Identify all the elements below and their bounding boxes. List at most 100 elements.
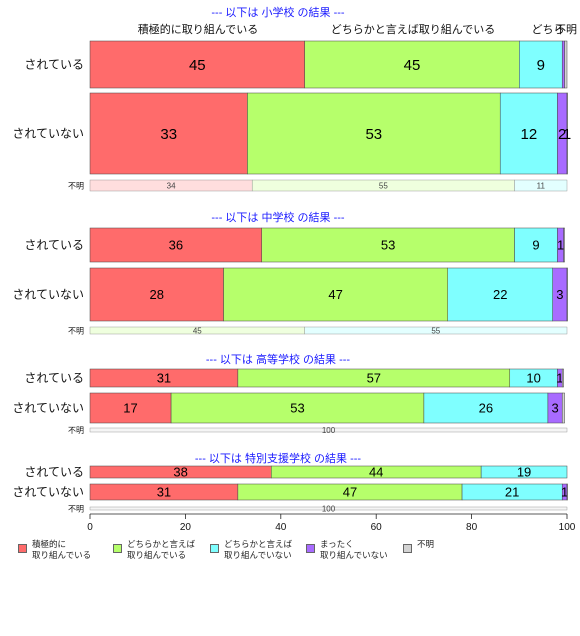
data-label: 47 [343, 485, 357, 500]
row-label: 不明 [68, 426, 84, 435]
bar-segment [89, 227, 262, 263]
data-label: 31 [157, 485, 171, 500]
data-label: 100 [322, 426, 336, 435]
legend-label: 不明 [417, 540, 435, 550]
data-label: 26 [479, 401, 493, 416]
bar-segment [89, 427, 568, 433]
data-label: 1 [557, 238, 564, 253]
bar-segment [304, 40, 520, 89]
panel-title: --- 以下は 中学校 の結果 --- [211, 210, 345, 224]
data-label: 45 [189, 57, 206, 74]
legend-item: 不明 [403, 540, 434, 553]
data-label: 47 [328, 287, 342, 302]
bar-segment [304, 326, 568, 335]
bar-segment [247, 92, 501, 175]
bar-segment [566, 92, 568, 175]
data-label: 36 [169, 238, 183, 253]
data-label: 33 [160, 126, 177, 143]
data-label: 44 [369, 465, 383, 480]
bar-segment [89, 267, 224, 322]
data-label: 12 [520, 126, 537, 143]
bar-segment [89, 392, 172, 424]
bar-segment [561, 40, 565, 89]
bar-segment [563, 227, 565, 263]
legend-item: どちらかと言えば 取り組んでいる [113, 540, 195, 562]
bar-segment [566, 267, 568, 322]
panel-title: --- 以下は 高等学校 の結果 --- [206, 352, 351, 366]
bar-segment [566, 483, 568, 501]
x-tick-label: 0 [87, 522, 93, 533]
bar-segment [561, 392, 565, 424]
bar-segment [89, 40, 305, 89]
bar-segment [514, 227, 558, 263]
data-label: 100 [322, 504, 336, 513]
data-label: 55 [379, 181, 388, 190]
legend-item: どちらかと言えば 取り組んでいない [210, 540, 292, 562]
header-label-1: どちらかと言えば取り組んでいる [331, 23, 495, 36]
bar-segment [499, 92, 558, 175]
x-tick-label: 60 [371, 522, 383, 533]
x-tick-label: 20 [180, 522, 192, 533]
data-label: 34 [167, 181, 176, 190]
data-label: 9 [537, 57, 545, 74]
row-label: されていない [12, 288, 84, 302]
data-label: 28 [150, 287, 164, 302]
bar-segment [89, 92, 248, 175]
row-label: されている [24, 238, 84, 252]
data-label: 9 [532, 238, 539, 253]
x-tick-label: 100 [559, 522, 576, 533]
data-label: 22 [493, 287, 507, 302]
data-label: 53 [365, 126, 382, 143]
row-label: 不明 [68, 327, 84, 336]
legend-label: どちらかと言えば 取り組んでいる [127, 540, 196, 561]
legend: 積極的に 取り組んでいる どちらかと言えば 取り組んでいる どちらかと言えば 取り組… [18, 540, 578, 576]
legend-swatch [18, 544, 27, 553]
data-label: 1 [561, 485, 568, 500]
data-label: 17 [123, 401, 137, 416]
data-label: 1 [556, 371, 563, 386]
row-label: 不明 [68, 182, 84, 191]
legend-swatch [210, 544, 219, 553]
bar-segment [561, 368, 564, 388]
legend-swatch [306, 544, 315, 553]
bar-segment [480, 465, 568, 479]
bar-segment [564, 40, 568, 89]
legend-label: 積極的に 取り組んでいる [32, 540, 92, 561]
data-label: 45 [404, 57, 421, 74]
legend-swatch [113, 544, 122, 553]
bar-segment [514, 179, 568, 192]
header-label-0: 積極的に取り組んでいる [138, 22, 258, 36]
legend-label: どちらかと言えば 取り組んでいない [224, 540, 293, 561]
bar-segment [89, 506, 568, 511]
bar-segment [170, 392, 425, 424]
bar-segment [519, 40, 563, 89]
data-label: 53 [290, 401, 304, 416]
x-tick-label: 80 [466, 522, 478, 533]
x-tick-label: 40 [275, 522, 287, 533]
legend-swatch [403, 544, 412, 553]
data-label: 21 [505, 485, 519, 500]
data-label: 53 [381, 238, 395, 253]
bar-segment [261, 227, 515, 263]
bar-segment [423, 392, 549, 424]
header-label-2: どちら [532, 23, 565, 36]
row-label: されている [24, 465, 84, 479]
data-label: 3 [556, 287, 563, 302]
header-label-3: 不明 [555, 23, 577, 36]
bar-segment [447, 267, 553, 322]
data-label: 11 [537, 181, 546, 190]
data-label: 3 [551, 401, 558, 416]
data-label: 2 [558, 126, 566, 143]
data-label: 57 [367, 371, 381, 386]
data-label: 1 [563, 126, 571, 143]
row-label: 不明 [68, 505, 84, 514]
legend-item: まったく 取り組んでいない [306, 540, 388, 562]
data-label: 38 [173, 465, 187, 480]
legend-label: まったく 取り組んでいない [320, 540, 388, 561]
row-label: されている [24, 58, 84, 72]
panel-title: --- 以下は 小学校 の結果 --- [211, 5, 345, 19]
data-label: 45 [193, 326, 202, 335]
row-label: されていない [12, 485, 84, 499]
